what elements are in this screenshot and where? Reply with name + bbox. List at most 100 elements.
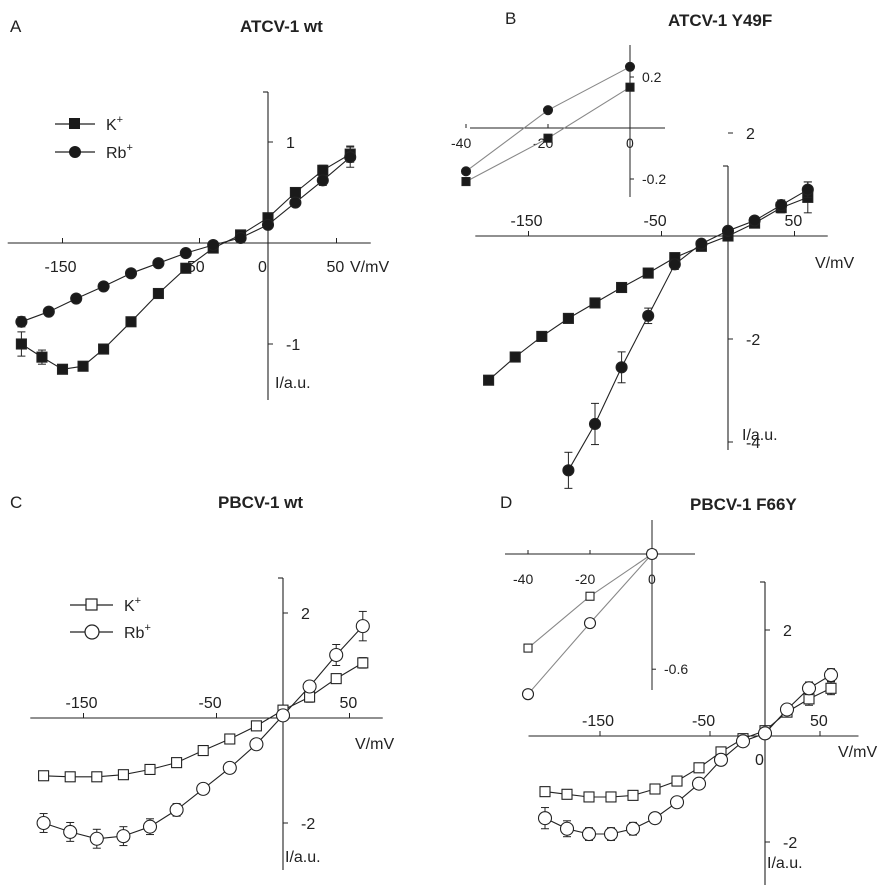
inset-data-point	[542, 105, 554, 116]
data-point	[775, 199, 788, 212]
panel-letter-d: D	[500, 493, 512, 512]
data-point	[196, 781, 211, 796]
panel-letter-c: C	[10, 493, 22, 512]
inset-series-rb	[460, 61, 636, 177]
inset-series-rb	[521, 547, 659, 701]
data-point	[671, 775, 683, 787]
y-tick-label: -2	[783, 835, 797, 852]
inset-y-tick-label: -0.2	[642, 171, 666, 187]
data-point	[561, 788, 573, 800]
panel-letter-a: A	[10, 17, 22, 36]
x-tick-label: 0	[755, 752, 764, 769]
y-axis-label: I/a.u.	[275, 375, 311, 392]
data-point	[179, 247, 192, 260]
inset-series-k	[461, 82, 635, 187]
series-line	[544, 674, 832, 835]
x-tick-label: -150	[45, 259, 77, 276]
inset-data-point	[624, 61, 636, 72]
data-point	[562, 312, 574, 324]
data-point	[581, 826, 597, 842]
data-point	[152, 287, 164, 300]
data-point	[603, 826, 619, 842]
data-point	[169, 802, 184, 817]
data-point	[70, 292, 83, 305]
plot-area-b: -150 -50 50 -4 -2 2 V/mV I/a.u.	[475, 126, 854, 489]
plot-area-c: -150 -50 50 -2 2 V/mV I/a.u.	[30, 577, 394, 870]
panel-title-a: ATCV-1 wt	[240, 17, 323, 36]
data-point	[559, 821, 575, 836]
y-axis-label: I/a.u.	[285, 849, 321, 866]
inset-x-tick-label: -20	[575, 571, 595, 587]
series-rb	[562, 181, 814, 489]
data-point	[222, 760, 237, 775]
data-point	[234, 231, 247, 244]
data-point	[77, 360, 89, 372]
y-tick-label: 2	[783, 623, 792, 640]
data-point	[691, 776, 707, 791]
data-point	[642, 309, 655, 322]
legend-k-marker	[69, 118, 80, 129]
data-point	[757, 726, 773, 741]
inset-b: -40 -20 0-0.20.2	[451, 45, 666, 197]
data-point	[56, 363, 69, 375]
series-line	[567, 189, 809, 471]
data-point	[89, 831, 104, 846]
x-axis-label: V/mV	[838, 744, 877, 761]
data-point	[98, 343, 110, 355]
data-point	[647, 811, 663, 826]
data-point	[261, 218, 275, 231]
inset-data-point	[645, 547, 659, 561]
x-tick-label: -150	[511, 213, 543, 230]
plot-area-d: -150 -50 0 50 -2 2 V/mV I/a.u.	[528, 581, 877, 885]
panel-title-b: ATCV-1 Y49F	[668, 11, 772, 30]
y-tick-label: 2	[301, 606, 310, 623]
data-point	[627, 789, 639, 801]
data-point	[302, 679, 317, 694]
data-point	[197, 744, 209, 757]
legend-rb-label: Rb+	[124, 622, 151, 642]
data-point	[562, 464, 575, 477]
series-line	[43, 625, 364, 840]
x-axis-label: V/mV	[815, 255, 854, 272]
data-point	[642, 267, 654, 279]
data-point	[329, 647, 344, 663]
data-point	[355, 619, 370, 634]
data-point	[289, 186, 301, 199]
data-point	[317, 164, 329, 176]
data-point	[64, 771, 76, 783]
data-point	[180, 262, 192, 274]
y-tick-label: -4	[746, 435, 760, 452]
data-point	[15, 315, 28, 328]
x-tick-label: -150	[582, 713, 614, 730]
data-point	[124, 267, 138, 280]
x-axis-label: V/mV	[355, 736, 394, 753]
inset-series-line	[527, 553, 653, 649]
data-point	[275, 708, 291, 723]
data-point	[116, 829, 131, 844]
data-point	[250, 720, 262, 732]
data-point	[695, 237, 708, 250]
data-point	[735, 734, 751, 749]
data-point	[207, 238, 220, 252]
series-rb	[15, 146, 357, 328]
data-point	[483, 374, 495, 386]
y-axis-label: I/a.u.	[767, 855, 803, 872]
legend-rb-marker	[69, 146, 81, 158]
data-point	[589, 297, 601, 309]
data-point	[536, 330, 548, 342]
inset-series-k	[523, 549, 657, 653]
data-point	[144, 763, 156, 776]
y-tick-label: 1	[286, 135, 295, 152]
data-point	[125, 316, 137, 328]
y-tick-label: 2	[746, 126, 755, 143]
panel-title-c: PBCV-1 wt	[218, 493, 303, 512]
data-point	[38, 770, 50, 782]
data-point	[117, 769, 129, 781]
data-point	[509, 351, 521, 363]
x-tick-label: -50	[199, 695, 222, 712]
data-point	[224, 733, 236, 745]
y-tick-label: -1	[286, 337, 300, 354]
panel-b: B ATCV-1 Y49F -150 -50 50 -4 -2 2 V/mV I/a.u. -…	[451, 9, 854, 489]
data-point	[289, 196, 302, 209]
